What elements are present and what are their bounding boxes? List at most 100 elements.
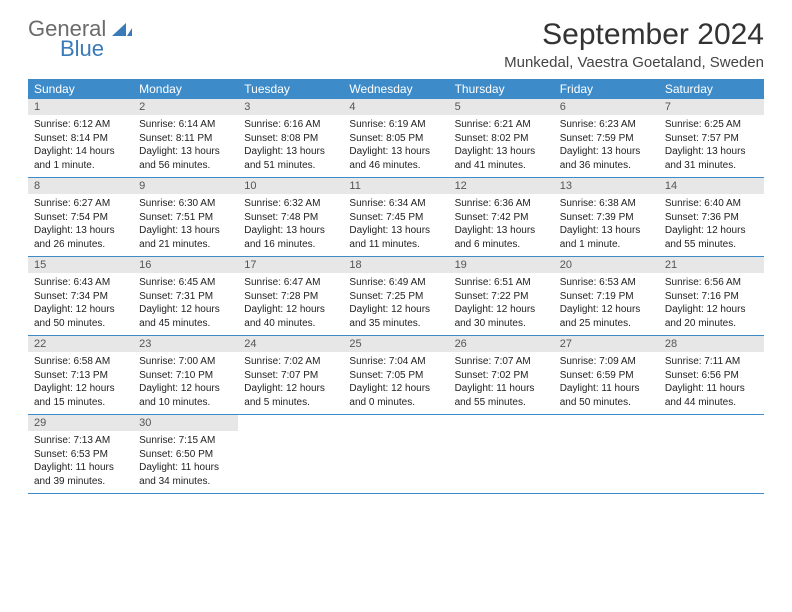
- day-body: Sunrise: 6:25 AMSunset: 7:57 PMDaylight:…: [659, 115, 764, 176]
- calendar-cell: [343, 415, 448, 493]
- daylight-line: Daylight: 11 hours and 39 minutes.: [34, 461, 127, 488]
- day-number: 16: [133, 257, 238, 273]
- day-body: Sunrise: 6:51 AMSunset: 7:22 PMDaylight:…: [449, 273, 554, 334]
- sunset-line: Sunset: 7:07 PM: [244, 369, 337, 383]
- logo-sail-icon: [112, 16, 132, 41]
- day-body: Sunrise: 6:27 AMSunset: 7:54 PMDaylight:…: [28, 194, 133, 255]
- sunrise-line: Sunrise: 7:04 AM: [349, 355, 442, 369]
- sunrise-line: Sunrise: 6:32 AM: [244, 197, 337, 211]
- sunset-line: Sunset: 7:59 PM: [560, 132, 653, 146]
- calendar-cell: 21Sunrise: 6:56 AMSunset: 7:16 PMDayligh…: [659, 257, 764, 335]
- calendar-cell: 19Sunrise: 6:51 AMSunset: 7:22 PMDayligh…: [449, 257, 554, 335]
- daylight-line: Daylight: 12 hours and 25 minutes.: [560, 303, 653, 330]
- sunset-line: Sunset: 7:10 PM: [139, 369, 232, 383]
- day-body: Sunrise: 6:34 AMSunset: 7:45 PMDaylight:…: [343, 194, 448, 255]
- sunrise-line: Sunrise: 6:21 AM: [455, 118, 548, 132]
- sunset-line: Sunset: 6:59 PM: [560, 369, 653, 383]
- calendar-week: 8Sunrise: 6:27 AMSunset: 7:54 PMDaylight…: [28, 178, 764, 257]
- sunset-line: Sunset: 7:19 PM: [560, 290, 653, 304]
- daylight-line: Daylight: 12 hours and 10 minutes.: [139, 382, 232, 409]
- daylight-line: Daylight: 12 hours and 15 minutes.: [34, 382, 127, 409]
- calendar-cell: 3Sunrise: 6:16 AMSunset: 8:08 PMDaylight…: [238, 99, 343, 177]
- calendar-cell: 26Sunrise: 7:07 AMSunset: 7:02 PMDayligh…: [449, 336, 554, 414]
- calendar-cell: 8Sunrise: 6:27 AMSunset: 7:54 PMDaylight…: [28, 178, 133, 256]
- sunset-line: Sunset: 7:57 PM: [665, 132, 758, 146]
- day-body: Sunrise: 7:04 AMSunset: 7:05 PMDaylight:…: [343, 352, 448, 413]
- daylight-line: Daylight: 12 hours and 40 minutes.: [244, 303, 337, 330]
- calendar-cell: 23Sunrise: 7:00 AMSunset: 7:10 PMDayligh…: [133, 336, 238, 414]
- sunrise-line: Sunrise: 6:49 AM: [349, 276, 442, 290]
- calendar-cell: [554, 415, 659, 493]
- calendar-cell: 2Sunrise: 6:14 AMSunset: 8:11 PMDaylight…: [133, 99, 238, 177]
- location: Munkedal, Vaestra Goetaland, Sweden: [504, 54, 764, 71]
- calendar-cell: [449, 415, 554, 493]
- sunrise-line: Sunrise: 7:11 AM: [665, 355, 758, 369]
- day-body: Sunrise: 6:43 AMSunset: 7:34 PMDaylight:…: [28, 273, 133, 334]
- day-body: Sunrise: 6:16 AMSunset: 8:08 PMDaylight:…: [238, 115, 343, 176]
- calendar-cell: 5Sunrise: 6:21 AMSunset: 8:02 PMDaylight…: [449, 99, 554, 177]
- day-body: Sunrise: 6:40 AMSunset: 7:36 PMDaylight:…: [659, 194, 764, 255]
- day-body: Sunrise: 7:13 AMSunset: 6:53 PMDaylight:…: [28, 431, 133, 492]
- calendar-cell: 28Sunrise: 7:11 AMSunset: 6:56 PMDayligh…: [659, 336, 764, 414]
- daylight-line: Daylight: 12 hours and 50 minutes.: [34, 303, 127, 330]
- day-body: Sunrise: 6:45 AMSunset: 7:31 PMDaylight:…: [133, 273, 238, 334]
- sunset-line: Sunset: 7:54 PM: [34, 211, 127, 225]
- calendar-cell: 25Sunrise: 7:04 AMSunset: 7:05 PMDayligh…: [343, 336, 448, 414]
- weekday-label: Sunday: [28, 79, 133, 99]
- sunrise-line: Sunrise: 6:19 AM: [349, 118, 442, 132]
- day-number: 30: [133, 415, 238, 431]
- day-number: 29: [28, 415, 133, 431]
- day-body: Sunrise: 6:49 AMSunset: 7:25 PMDaylight:…: [343, 273, 448, 334]
- daylight-line: Daylight: 13 hours and 16 minutes.: [244, 224, 337, 251]
- calendar-cell: 27Sunrise: 7:09 AMSunset: 6:59 PMDayligh…: [554, 336, 659, 414]
- sunset-line: Sunset: 7:48 PM: [244, 211, 337, 225]
- sunset-line: Sunset: 7:28 PM: [244, 290, 337, 304]
- weekday-header: SundayMondayTuesdayWednesdayThursdayFrid…: [28, 79, 764, 99]
- day-number: 9: [133, 178, 238, 194]
- calendar-week: 15Sunrise: 6:43 AMSunset: 7:34 PMDayligh…: [28, 257, 764, 336]
- sunrise-line: Sunrise: 6:34 AM: [349, 197, 442, 211]
- sunset-line: Sunset: 7:02 PM: [455, 369, 548, 383]
- calendar-cell: 11Sunrise: 6:34 AMSunset: 7:45 PMDayligh…: [343, 178, 448, 256]
- header: General Blue September 2024 Munkedal, Va…: [28, 18, 764, 71]
- day-body: Sunrise: 6:19 AMSunset: 8:05 PMDaylight:…: [343, 115, 448, 176]
- day-body: Sunrise: 6:23 AMSunset: 7:59 PMDaylight:…: [554, 115, 659, 176]
- daylight-line: Daylight: 13 hours and 56 minutes.: [139, 145, 232, 172]
- sunrise-line: Sunrise: 6:27 AM: [34, 197, 127, 211]
- sunset-line: Sunset: 7:25 PM: [349, 290, 442, 304]
- logo-word-2: Blue: [60, 38, 132, 60]
- weekday-label: Wednesday: [343, 79, 448, 99]
- sunrise-line: Sunrise: 7:13 AM: [34, 434, 127, 448]
- daylight-line: Daylight: 12 hours and 35 minutes.: [349, 303, 442, 330]
- weekday-label: Saturday: [659, 79, 764, 99]
- calendar-week: 22Sunrise: 6:58 AMSunset: 7:13 PMDayligh…: [28, 336, 764, 415]
- day-number: 18: [343, 257, 448, 273]
- day-number: 23: [133, 336, 238, 352]
- day-body: Sunrise: 6:30 AMSunset: 7:51 PMDaylight:…: [133, 194, 238, 255]
- sunset-line: Sunset: 8:02 PM: [455, 132, 548, 146]
- sunrise-line: Sunrise: 7:09 AM: [560, 355, 653, 369]
- sunset-line: Sunset: 7:39 PM: [560, 211, 653, 225]
- day-number: 22: [28, 336, 133, 352]
- sunrise-line: Sunrise: 6:12 AM: [34, 118, 127, 132]
- calendar-cell: 13Sunrise: 6:38 AMSunset: 7:39 PMDayligh…: [554, 178, 659, 256]
- calendar-cell: 9Sunrise: 6:30 AMSunset: 7:51 PMDaylight…: [133, 178, 238, 256]
- calendar-cell: 6Sunrise: 6:23 AMSunset: 7:59 PMDaylight…: [554, 99, 659, 177]
- daylight-line: Daylight: 11 hours and 34 minutes.: [139, 461, 232, 488]
- calendar-cell: 7Sunrise: 6:25 AMSunset: 7:57 PMDaylight…: [659, 99, 764, 177]
- sunrise-line: Sunrise: 6:58 AM: [34, 355, 127, 369]
- calendar-cell: 15Sunrise: 6:43 AMSunset: 7:34 PMDayligh…: [28, 257, 133, 335]
- daylight-line: Daylight: 14 hours and 1 minute.: [34, 145, 127, 172]
- day-number: 25: [343, 336, 448, 352]
- calendar-cell: 20Sunrise: 6:53 AMSunset: 7:19 PMDayligh…: [554, 257, 659, 335]
- day-body: Sunrise: 6:36 AMSunset: 7:42 PMDaylight:…: [449, 194, 554, 255]
- day-number: 15: [28, 257, 133, 273]
- sunset-line: Sunset: 7:05 PM: [349, 369, 442, 383]
- daylight-line: Daylight: 12 hours and 55 minutes.: [665, 224, 758, 251]
- calendar-week: 1Sunrise: 6:12 AMSunset: 8:14 PMDaylight…: [28, 99, 764, 178]
- day-number: 3: [238, 99, 343, 115]
- daylight-line: Daylight: 13 hours and 11 minutes.: [349, 224, 442, 251]
- day-body: Sunrise: 7:09 AMSunset: 6:59 PMDaylight:…: [554, 352, 659, 413]
- sunset-line: Sunset: 6:56 PM: [665, 369, 758, 383]
- day-number: 7: [659, 99, 764, 115]
